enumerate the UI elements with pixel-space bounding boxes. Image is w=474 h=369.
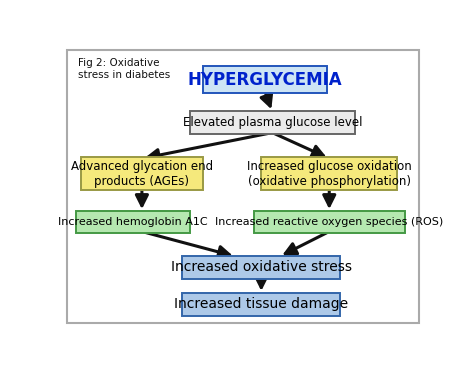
FancyBboxPatch shape <box>182 293 340 316</box>
FancyBboxPatch shape <box>82 157 202 190</box>
FancyBboxPatch shape <box>182 256 340 279</box>
Text: Advanced glycation end
products (AGEs): Advanced glycation end products (AGEs) <box>71 159 213 187</box>
Text: Fig 2: Oxidative
stress in diabetes: Fig 2: Oxidative stress in diabetes <box>78 58 170 80</box>
FancyBboxPatch shape <box>190 111 355 134</box>
Text: Increased hemoglobin A1C: Increased hemoglobin A1C <box>58 217 208 227</box>
Text: Increased reactive oxygen species (ROS): Increased reactive oxygen species (ROS) <box>215 217 443 227</box>
Text: Increased glucose oxidation
(oxidative phosphorylation): Increased glucose oxidation (oxidative p… <box>247 159 411 187</box>
FancyBboxPatch shape <box>254 211 405 233</box>
FancyBboxPatch shape <box>202 66 328 93</box>
FancyBboxPatch shape <box>76 211 190 233</box>
Text: HYPERGLYCEMIA: HYPERGLYCEMIA <box>188 71 342 89</box>
Text: Elevated plasma glucose level: Elevated plasma glucose level <box>182 116 362 129</box>
Text: Increased oxidative stress: Increased oxidative stress <box>171 260 352 274</box>
Text: Increased tissue damage: Increased tissue damage <box>174 297 348 311</box>
FancyBboxPatch shape <box>261 157 397 190</box>
